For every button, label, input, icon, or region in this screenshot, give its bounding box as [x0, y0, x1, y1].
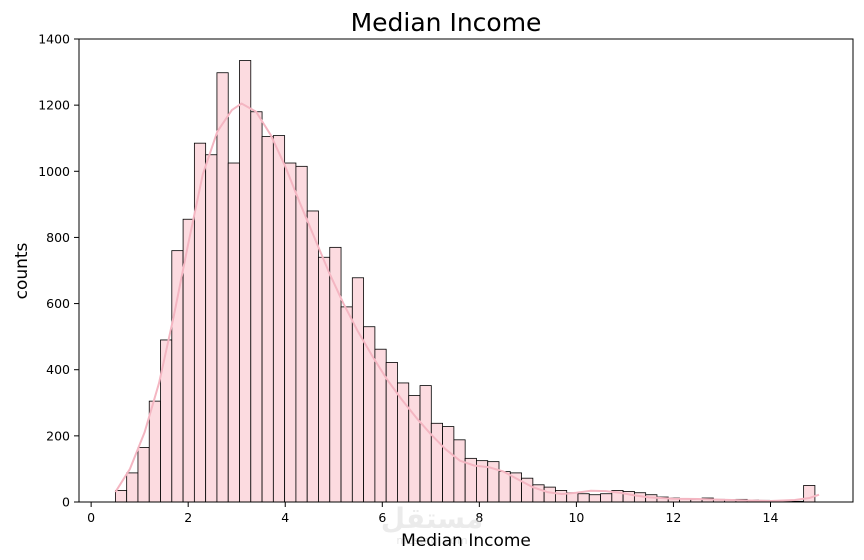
x-tick-label: 14	[763, 510, 779, 525]
y-tick-label: 400	[46, 362, 70, 377]
x-tick-label: 6	[378, 510, 386, 525]
histogram-bar	[250, 111, 263, 503]
histogram-bar	[453, 439, 466, 503]
kde-group	[114, 102, 820, 503]
y-axis-label: counts	[12, 242, 32, 299]
histogram-bar	[171, 250, 184, 503]
histogram-bar	[126, 472, 139, 503]
x-tick-label: 4	[281, 510, 289, 525]
y-tick-label: 1200	[38, 98, 70, 113]
histogram-bar	[318, 256, 331, 503]
watermark: مستقل mostaql.com	[381, 502, 483, 547]
y-tick-label: 800	[46, 230, 70, 245]
histogram-bar	[114, 490, 128, 503]
histogram-bar	[284, 162, 297, 503]
watermark-logo-text: مستقل	[381, 502, 483, 535]
histogram-bar	[419, 385, 432, 503]
x-tick-label: 10	[568, 510, 584, 525]
histogram-bar	[306, 210, 319, 503]
histogram-bar	[374, 348, 387, 503]
plot-frame	[78, 38, 854, 503]
histogram-bar	[385, 362, 398, 503]
histogram-bar	[577, 493, 590, 503]
histogram-bar	[137, 447, 150, 503]
x-tick-label: 12	[665, 510, 681, 525]
histogram-bar	[193, 142, 207, 503]
histogram-bar	[498, 471, 511, 503]
histogram-bar	[261, 136, 274, 503]
y-tick-label: 200	[46, 428, 70, 443]
histogram-bar	[340, 306, 353, 503]
kde-line	[114, 102, 820, 503]
histogram-bar	[227, 162, 240, 503]
y-tick-label: 0	[62, 495, 70, 510]
x-tick-label: 8	[475, 510, 483, 525]
histogram-bar	[543, 486, 556, 503]
histogram-bar	[272, 135, 286, 503]
histogram-bar	[588, 494, 601, 503]
bars-group	[114, 60, 816, 503]
histogram-bar	[363, 326, 376, 503]
histogram-bar	[600, 493, 613, 503]
y-tick-label: 1400	[38, 32, 70, 47]
histogram-bar	[351, 277, 365, 503]
x-axis-label: Median Income	[401, 531, 531, 551]
chart-title: Median Income	[351, 8, 542, 37]
histogram-bar	[442, 426, 455, 503]
x-ticks: 0 2 4 6 8 10 12 14	[87, 502, 779, 525]
histogram-bar	[205, 154, 218, 503]
y-tick-label: 1000	[38, 164, 70, 179]
histogram-bar	[555, 490, 568, 503]
histogram-bar	[148, 400, 161, 503]
x-tick-label: 0	[87, 510, 95, 525]
y-ticks: 0 200 400 600 800 1000 1200 1400	[38, 32, 79, 510]
x-tick-label: 2	[184, 510, 192, 525]
histogram-bar	[239, 60, 252, 503]
watermark-sub-text: mostaql.com	[396, 534, 467, 547]
histogram-bar	[216, 72, 229, 503]
y-tick-label: 600	[46, 296, 70, 311]
